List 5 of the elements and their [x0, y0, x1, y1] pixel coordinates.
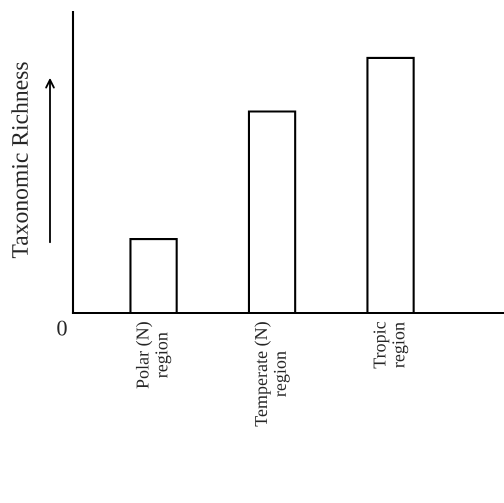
x-tick-label: Polar (N) region — [136, 322, 172, 389]
y-axis-title: Taxonomic Richness — [11, 62, 28, 258]
x-tick-label: Tropic region — [373, 322, 408, 368]
x-tick-label: Temperate (N) region — [254, 322, 290, 427]
text: 0 — [57, 320, 67, 336]
